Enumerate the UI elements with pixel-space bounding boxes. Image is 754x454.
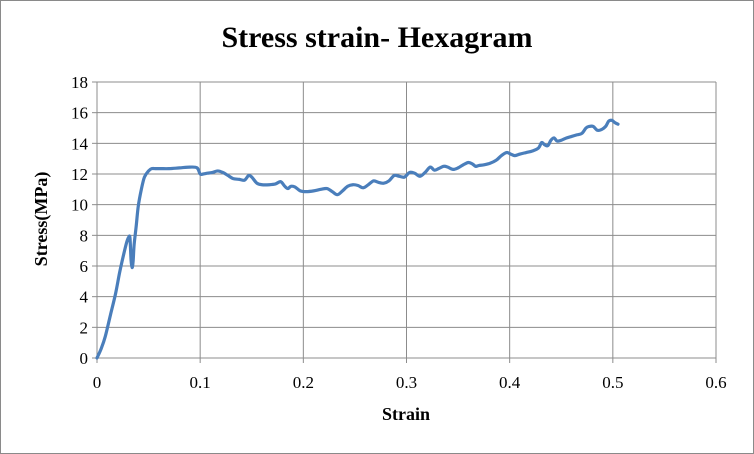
x-tick-label: 0.3 [396,373,417,392]
x-tick-label: 0.5 [602,373,623,392]
y-tick-label: 0 [80,349,89,368]
y-tick-label: 6 [80,257,89,276]
chart-title: Stress strain- Hexagram [221,21,532,54]
x-tick-label: 0.6 [705,373,726,392]
x-tick-label: 0.4 [499,373,521,392]
y-tick-label: 4 [80,288,89,307]
series-layer [95,118,620,360]
y-tick-label: 16 [71,104,88,123]
tick-labels: 0 2 4 6 8 10 12 14 16 18 0 0.1 0.2 0.3 0.4 0.5 0.6 [71,73,727,392]
x-tick-label: 0 [93,373,102,392]
axes [92,81,717,363]
y-tick-label: 14 [71,134,89,153]
series-line-1 [95,118,620,360]
x-tick-label: 0.1 [190,373,211,392]
y-tick-label: 2 [80,318,89,337]
y-tick-label: 12 [71,165,88,184]
x-axis-title: Strain [382,404,430,424]
x-tick-label: 0.2 [293,373,314,392]
y-tick-label: 8 [80,226,89,245]
y-axis-title: Stress(MPa) [31,172,52,267]
y-tick-label: 10 [71,196,88,215]
y-tick-label: 18 [71,73,88,92]
